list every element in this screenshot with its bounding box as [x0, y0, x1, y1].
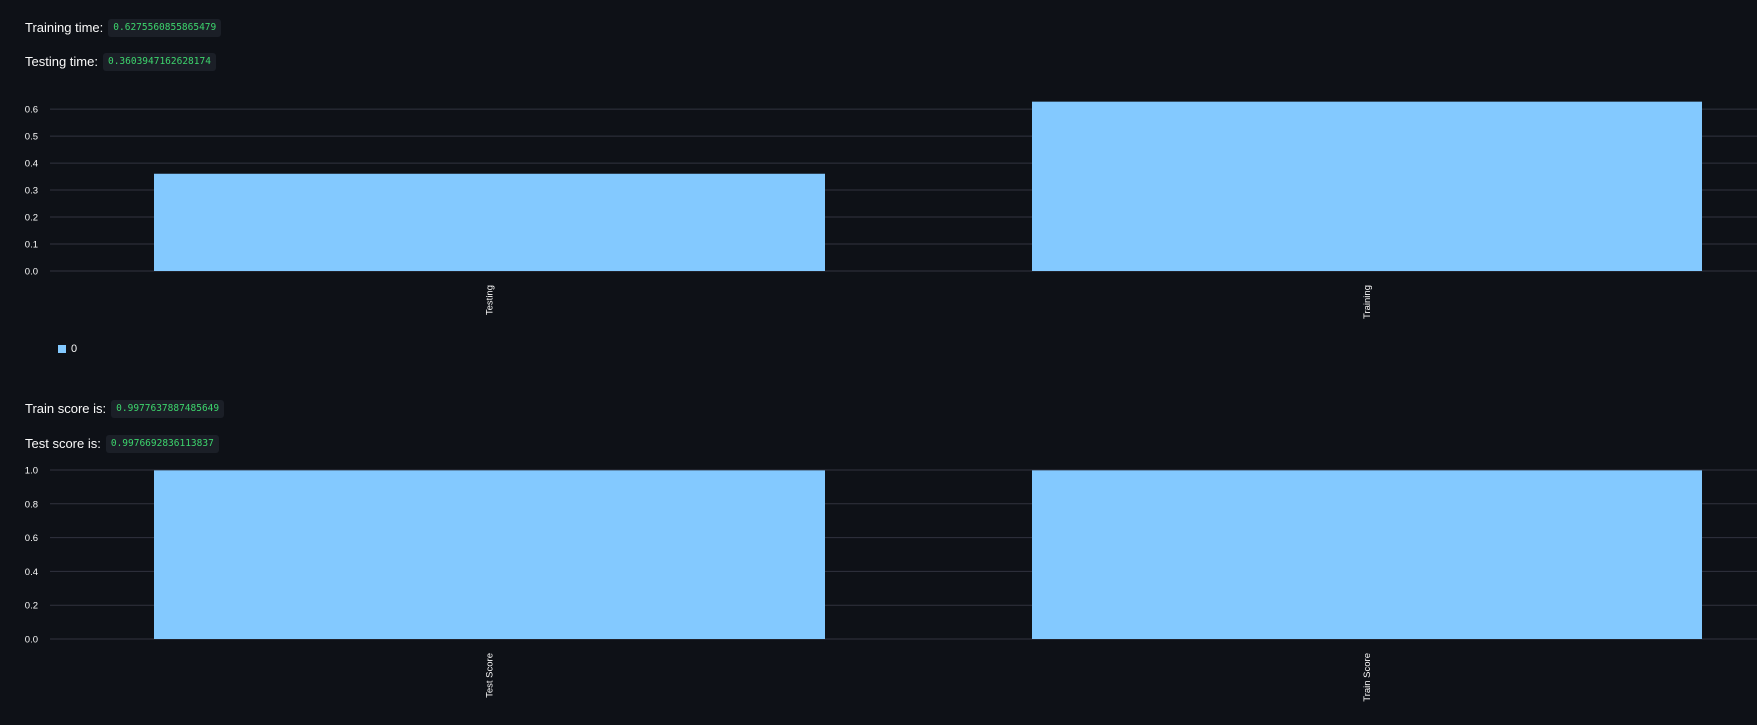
test-score-value: 0.9976692836113837 [105, 435, 219, 453]
train-score-row: Train score is: 0.9977637887485649 [25, 399, 225, 419]
training-time-value: 0.6275560855865479 [108, 19, 222, 37]
bar-testing[interactable] [154, 173, 825, 271]
y-tick-label: 0.4 [25, 159, 38, 170]
y-tick-label: 0.3 [25, 186, 38, 197]
testing-time-value: 0.3603947162628174 [102, 53, 216, 71]
x-tick-label: Testing [485, 285, 496, 315]
y-tick-label: 1.0 [25, 466, 38, 477]
train-score-value: 0.9977637887485649 [111, 400, 225, 418]
x-tick-label: Training [1362, 285, 1373, 319]
y-tick-label: 0.4 [25, 567, 38, 578]
chart-legend: 0 [58, 343, 77, 355]
training-time-row: Training time: 0.6275560855865479 [25, 18, 222, 38]
y-tick-label: 0.5 [25, 132, 38, 143]
bar-test-score[interactable] [154, 470, 825, 639]
training-time-label: Training time: [25, 20, 104, 35]
train-score-label: Train score is: [25, 401, 107, 416]
x-tick-label: Train Score [1362, 653, 1373, 702]
x-tick-label: Test Score [485, 653, 496, 698]
time-bar-chart: 0.0 0.1 0.2 0.3 0.4 0.5 0.6 Testing Training [25, 101, 1757, 319]
y-tick-label: 0.0 [25, 635, 38, 646]
legend-label: 0 [71, 343, 78, 355]
y-tick-label: 0.0 [25, 267, 38, 278]
testing-time-row: Testing time: 0.3603947162628174 [25, 52, 216, 72]
test-score-row: Test score is: 0.9976692836113837 [25, 434, 219, 454]
y-tick-label: 0.6 [25, 105, 38, 116]
y-tick-label: 0.8 [25, 499, 38, 510]
y-tick-label: 0.2 [25, 601, 38, 612]
y-tick-label: 0.1 [25, 240, 38, 251]
legend-swatch [58, 345, 66, 353]
bar-training[interactable] [1032, 101, 1702, 271]
y-tick-label: 0.6 [25, 533, 38, 544]
score-bar-chart: 0.0 0.2 0.4 0.6 0.8 1.0 Test Score Train Score [25, 466, 1757, 702]
y-tick-label: 0.2 [25, 213, 38, 224]
test-score-label: Test score is: [25, 436, 101, 451]
bar-train-score[interactable] [1032, 470, 1702, 639]
testing-time-label: Testing time: [25, 54, 98, 69]
